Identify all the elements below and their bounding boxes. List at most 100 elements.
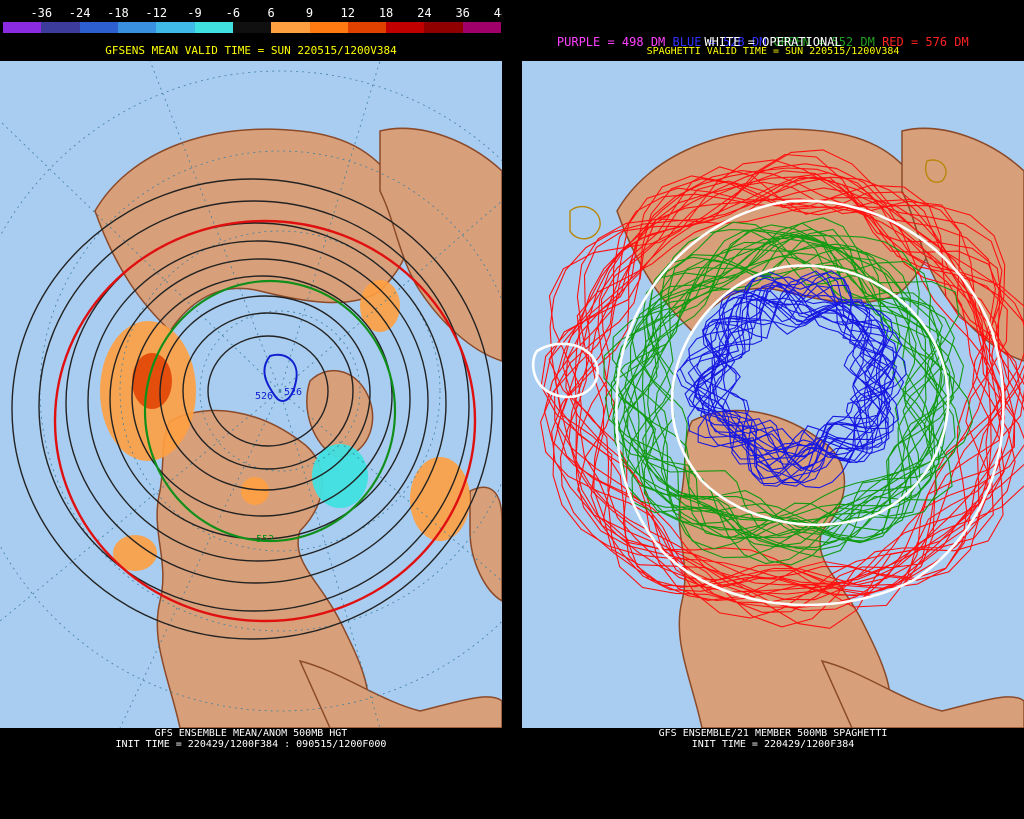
spaghetti-member-line: [629, 252, 939, 551]
ensemble-mean-panel: -36 -24 -18 -12 -9 -6 6 9 12 18 24 36 48 GFSENS MEAN…: [0, 0, 502, 819]
spaghetti-member-line: [623, 228, 955, 565]
spaghetti-member-line: [630, 235, 973, 522]
height-contours: [11, 178, 493, 640]
spaghetti-red-576: [540, 149, 1024, 629]
colorbar-tick-label: 12: [340, 6, 355, 20]
legend-red: RED = 576 DM: [882, 35, 969, 49]
spaghetti-member-line: [565, 176, 1024, 601]
negative-anomaly-greenland: [312, 444, 368, 508]
right-map-canvas: [531, 127, 1024, 728]
colorbar-swatch: [386, 22, 425, 33]
contour-528-blue: [263, 353, 298, 402]
land-central-america: [298, 659, 502, 728]
colorbar-tick-label: 18: [378, 6, 394, 20]
colorbar-swatch: [462, 22, 502, 33]
colorbar-swatch: [232, 22, 272, 33]
spaghetti-member-line: [696, 277, 900, 458]
colorbar-swatch: [271, 22, 310, 33]
right-footer-line1: GFS ENSEMBLE/21 MEMBER 500MB SPAGHETTI: [658, 728, 888, 739]
colorbar-tick-label: 9: [305, 6, 314, 20]
colorbar-tick-label: -18: [107, 6, 129, 20]
positive-anomaly-small: [241, 477, 269, 505]
spaghetti-member-line: [654, 255, 943, 530]
colorbar-swatch: [309, 22, 348, 33]
left-map-title: GFSENS MEAN VALID TIME = SUN 220515/1200…: [105, 44, 397, 57]
spaghetti-member-line: [611, 229, 955, 521]
colorbar-swatch: [194, 22, 233, 33]
colorbar-swatch: [424, 22, 463, 33]
anomaly-colorbar: [3, 22, 502, 33]
spaghetti-member-line: [604, 246, 955, 550]
spaghetti-member-line: [554, 178, 1016, 604]
spaghetti-panel: PURPLE = 498 DM BLUE = 528 DM GREEN = 55…: [522, 0, 1024, 819]
colorbar-tick-label: 48: [493, 6, 502, 20]
spaghetti-member-line: [641, 224, 961, 527]
contour-label-1: 526: [255, 391, 273, 402]
land-asia-r: [616, 128, 934, 333]
spaghetti-member-line: [700, 295, 891, 484]
spaghetti-member-line: [615, 237, 933, 544]
spaghetti-member-line: [693, 298, 895, 480]
spaghetti-member-line: [552, 163, 1006, 585]
colorbar-swatch: [41, 22, 80, 33]
land-north-america-r: [678, 409, 891, 728]
land-greenland: [306, 370, 374, 458]
left-map-canvas: 526 526 552: [0, 61, 502, 728]
colorbar-tick-label: 6: [267, 6, 275, 20]
operational-contours: [531, 199, 1005, 607]
contour-label-3: 552: [256, 534, 274, 545]
colorbar-swatch: [117, 22, 157, 33]
spaghetti-member-line: [622, 256, 934, 539]
spaghetti-member-line: [540, 193, 992, 619]
left-polar-map: 526 526 552: [0, 61, 502, 728]
left-footer-line1: GFS ENSEMBLE MEAN/ANOM 500MB HGT: [154, 728, 348, 739]
positive-anomaly-pacific: [113, 535, 157, 571]
contour-label-2: 526: [284, 387, 302, 398]
right-map-title: SPAGHETTI VALID TIME = SUN 220515/1200V3…: [646, 46, 900, 57]
operational-label: WHITE = OPERATIONAL: [704, 35, 842, 49]
strong-anomaly-asia: [132, 353, 172, 409]
spaghetti-member-line: [694, 272, 895, 448]
spaghetti-member-line: [687, 284, 895, 467]
colorbar-tick-label: 24: [417, 6, 432, 20]
colorbar-swatch: [347, 22, 387, 33]
land-europe-russia: [379, 127, 502, 362]
land-central-america-r: [820, 659, 1024, 728]
colorbar-tick-label: -24: [68, 6, 91, 20]
right-polar-map: [522, 61, 1024, 728]
colorbar-tick-label: -6: [225, 6, 241, 20]
colorbar-tick-label: -9: [187, 6, 202, 20]
spaghetti-member-line: [709, 300, 885, 489]
legend-purple: PURPLE = 498 DM: [556, 35, 666, 49]
spaghetti-member-line: [579, 180, 1024, 613]
spaghetti-member-line: [702, 276, 888, 472]
colorbar-swatch: [79, 22, 118, 33]
spaghetti-member-line: [576, 177, 1007, 629]
positive-anomaly-north: [360, 280, 400, 332]
colorbar-tick-label: 36: [455, 6, 470, 20]
legend-blue: BLUE = 528 DM: [672, 35, 767, 49]
spaghetti-legend: PURPLE = 498 DM BLUE = 528 DM GREEN = 55…: [528, 21, 969, 63]
spaghetti-member-line: [626, 244, 943, 566]
left-footer-line2: INIT TIME = 220429/1200F384 : 090515/120…: [115, 739, 387, 750]
right-footer-line2: INIT TIME = 220429/1200F384: [691, 739, 855, 750]
contour-576-red: [53, 219, 477, 623]
spaghetti-member-line: [593, 170, 1006, 586]
spaghetti-member-line: [711, 284, 903, 480]
spaghetti-member-line: [549, 176, 988, 612]
spaghetti-member-line: [551, 170, 1016, 596]
colorbar-tick-label: -12: [145, 6, 168, 20]
colorbar-swatch: [3, 22, 42, 33]
spaghetti-member-line: [612, 221, 943, 536]
colorbar-swatch: [156, 22, 195, 33]
colorbar-tick-label: -36: [30, 6, 53, 20]
spaghetti-member-line: [562, 172, 1024, 597]
spaghetti-member-line: [688, 275, 882, 465]
spaghetti-gold-contours: [569, 159, 947, 240]
land-africa-west: [469, 486, 502, 602]
spaghetti-member-line: [610, 235, 931, 544]
legend-green: GREEN = 552 DM: [773, 35, 875, 49]
spaghetti-member-line: [543, 167, 1024, 595]
contour-552-green: [143, 279, 397, 543]
spaghetti-member-line: [692, 270, 898, 469]
